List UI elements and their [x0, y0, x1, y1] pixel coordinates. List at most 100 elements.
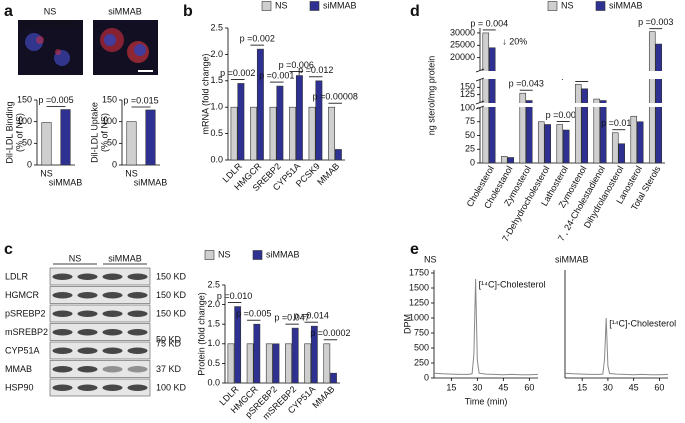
blot-size: 50 KD [156, 334, 182, 344]
y-tick-label: 2.0 [210, 49, 223, 59]
y-axis-label: (% of NS) [14, 113, 24, 152]
blot-band [77, 292, 98, 299]
y-axis-label: Dil-LDL Binding [4, 101, 14, 163]
p-value: p =0.005 [236, 309, 271, 319]
y-axis-label: Protein (fold change) [196, 292, 206, 376]
bar [611, 132, 619, 164]
y-tick-label: 500 [414, 342, 429, 352]
y-tick-label: 250 [414, 357, 429, 367]
blot-protein: MMAB [5, 364, 32, 374]
legend-label: NS [218, 249, 231, 259]
blot-protein: HGMCR [5, 290, 39, 300]
blot-band [102, 329, 123, 336]
blot-band [127, 310, 148, 317]
bar [556, 124, 564, 164]
bar [636, 121, 644, 164]
blot-band [102, 384, 123, 391]
y-tick-label: 75 [465, 116, 475, 126]
legend-swatch [261, 1, 272, 11]
legend-swatch [309, 1, 320, 11]
x-tick-label: NS [40, 168, 53, 178]
blot-band [52, 384, 73, 391]
x-tick-label: 45 [498, 382, 508, 392]
y-tick-label: 0 [424, 372, 429, 382]
trace [433, 278, 539, 376]
blot-band [127, 273, 148, 280]
blot-band [77, 366, 98, 373]
y-tick-label: 1.0 [207, 338, 220, 348]
legend-label: NS [275, 0, 288, 10]
blot-band [127, 384, 148, 391]
bar [334, 149, 342, 161]
x-tick-label: 15 [446, 382, 456, 392]
bar [126, 121, 137, 166]
bar [308, 106, 316, 161]
blot-band [127, 366, 148, 373]
x-tick-label: 45 [629, 382, 639, 392]
y-tick-label: 1500 [409, 282, 429, 292]
p-value: p =0.014 [294, 311, 329, 321]
peak-label: [¹⁴C]-Cholesterol [479, 279, 546, 289]
x-tick-label: 15 [577, 382, 587, 392]
x-tick-label: 60 [654, 382, 664, 392]
blot-size: 150 KD [156, 290, 187, 300]
axis-break [476, 71, 665, 79]
panel-label: c [4, 241, 13, 258]
y-tick-label: 2.0 [207, 299, 220, 309]
bar [323, 343, 331, 384]
p-value: p =0.010 [217, 291, 252, 301]
y-tick-label: 100 [17, 116, 32, 126]
p-value: p =0.002 [240, 33, 275, 43]
bar [250, 106, 258, 161]
blot-band [127, 329, 148, 336]
legend-swatch [252, 250, 263, 260]
p-value: p =0.015 [123, 95, 158, 105]
bar [328, 106, 336, 161]
bar [246, 343, 254, 384]
blot-protein: pSREBP2 [5, 309, 46, 319]
bar [648, 31, 656, 164]
y-tick-label: 1000 [409, 312, 429, 322]
y-tick-label: 1250 [409, 297, 429, 307]
blot-band [52, 347, 73, 354]
bar [310, 325, 318, 384]
legend-label: siMMAB [609, 0, 643, 10]
blot-size: 150 KD [156, 272, 187, 282]
bar [289, 106, 297, 161]
bar [507, 157, 515, 164]
axis-break [476, 103, 665, 107]
blot-band [102, 366, 123, 373]
blot-band [127, 292, 148, 299]
p-value: p =0.0002 [310, 328, 350, 338]
blot-protein: LDLR [5, 272, 29, 282]
p-value: p =0.005 [38, 95, 73, 105]
bar [500, 156, 508, 164]
panel-label: d [410, 3, 420, 20]
y-tick-label: 1.5 [207, 319, 220, 329]
blot-protein: mSREBP2 [5, 327, 48, 337]
blot-strip [49, 286, 151, 304]
bar [482, 32, 490, 164]
legend-swatch [204, 250, 215, 260]
y-axis-label: (% of NS) [99, 113, 109, 152]
blot-strip [49, 323, 151, 341]
bar [41, 122, 52, 166]
blot-column: NS [69, 253, 82, 263]
blot-strip [49, 360, 151, 378]
axis-break-mark [475, 77, 485, 82]
bar [253, 323, 261, 384]
p-value: p = 0.004 [470, 18, 508, 28]
blot-band [77, 329, 98, 336]
y-tick-label: 150 [17, 94, 32, 104]
micrograph [93, 20, 158, 75]
blot-band [77, 347, 98, 354]
bar [562, 129, 570, 164]
x-tick-label: siMMAB [49, 177, 83, 187]
chart-title: siMMAB [555, 254, 589, 264]
y-tick-label: 50 [22, 138, 32, 148]
bar [269, 106, 277, 161]
blot-band [52, 273, 73, 280]
y-tick-label: 1.5 [210, 75, 223, 85]
bar [630, 115, 638, 164]
bar [295, 75, 303, 161]
